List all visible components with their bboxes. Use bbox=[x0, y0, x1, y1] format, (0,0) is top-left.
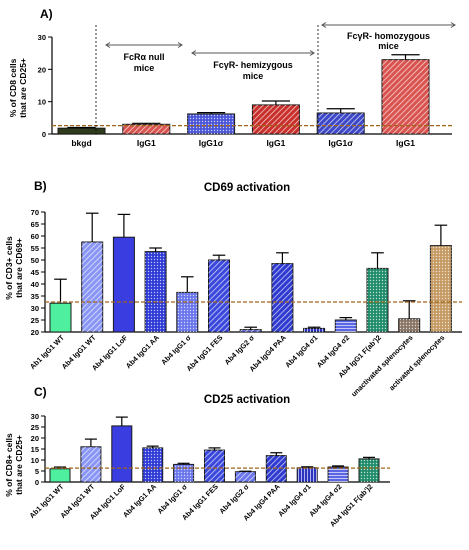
x-tick-label: IgG1 bbox=[266, 138, 285, 148]
bar-pattern bbox=[266, 455, 287, 482]
group-label: FcγR- hemizygous bbox=[213, 60, 293, 70]
bar bbox=[111, 425, 133, 483]
x-tick-label: IgG1 bbox=[396, 138, 415, 148]
y-tick-label: 0 bbox=[35, 478, 39, 487]
bar-pattern bbox=[430, 245, 452, 332]
group-label: mice bbox=[243, 71, 264, 81]
bar-pattern bbox=[398, 318, 420, 332]
y-tick-label: 25 bbox=[31, 423, 39, 432]
group-label: mice bbox=[134, 63, 155, 73]
y-tick-label: 15 bbox=[31, 445, 39, 454]
group-label: FcγR- homozygous bbox=[347, 31, 430, 41]
x-tick-label: Ab4 IgG1 AA bbox=[121, 482, 158, 519]
bar-pattern bbox=[208, 260, 230, 332]
y-tick-label: 35 bbox=[31, 292, 39, 301]
x-tick-label: bkgd bbox=[71, 138, 91, 148]
y-tick-label: 30 bbox=[31, 304, 39, 313]
panel-c-label: C) bbox=[34, 385, 47, 399]
bar-pattern bbox=[122, 124, 170, 134]
x-tick-label: Ab4 IgG4 σ1 bbox=[283, 333, 319, 369]
panel-c-title: CD25 activation bbox=[204, 394, 290, 406]
y-tick-label: 25 bbox=[31, 316, 39, 325]
y-tick-label: 30 bbox=[38, 33, 46, 42]
y-tick-label: 55 bbox=[31, 244, 39, 253]
bar-pattern bbox=[176, 292, 198, 332]
y-tick-label: 20 bbox=[38, 65, 46, 74]
y-tick-label: 10 bbox=[38, 98, 46, 107]
bar bbox=[49, 468, 71, 483]
panel-c: C) CD25 activation % of CD8+ cells that … bbox=[4, 385, 390, 529]
y-tick-label: 30 bbox=[31, 412, 39, 421]
y-tick-label: 40 bbox=[31, 280, 39, 289]
bar-pattern bbox=[80, 446, 101, 482]
group-bracket-arrow bbox=[450, 22, 456, 28]
group-bracket-arrow bbox=[191, 50, 197, 56]
bar-pattern bbox=[81, 242, 103, 332]
bar-pattern bbox=[297, 467, 318, 482]
x-tick-label: IgG1σ bbox=[328, 138, 353, 148]
y-tick-label: 20 bbox=[31, 328, 39, 337]
bar-pattern bbox=[187, 113, 235, 134]
bar-pattern bbox=[271, 263, 293, 332]
panel-a: A) % of CD8 cells that are CD25+ 0 10 20 30… bbox=[8, 7, 456, 148]
x-tick-label: Ab4 IgG1 AA bbox=[124, 333, 161, 370]
bar-pattern bbox=[303, 328, 325, 332]
y-tick-label: 20 bbox=[31, 434, 39, 443]
panel-a-ylabel-line-2: that are CD25+ bbox=[18, 58, 28, 118]
x-tick-label: activated splenocytes bbox=[387, 333, 446, 392]
x-tick-label: unactivated splenocytes bbox=[349, 333, 414, 398]
x-tick-label: Ab4 IgG1 σ bbox=[159, 333, 193, 367]
y-tick-label: 5 bbox=[35, 467, 39, 476]
bar bbox=[112, 236, 135, 333]
y-tick-label: 50 bbox=[31, 256, 39, 265]
x-tick-label: Ab4 IgG2 σ bbox=[223, 333, 257, 367]
y-tick-label: 45 bbox=[31, 268, 39, 277]
bar-pattern bbox=[328, 467, 349, 482]
group-label: mice bbox=[378, 41, 399, 51]
bar bbox=[57, 127, 106, 135]
bar-pattern bbox=[382, 59, 429, 135]
bar-pattern bbox=[142, 447, 163, 482]
bar-pattern bbox=[173, 464, 194, 482]
group-bracket-arrow bbox=[309, 50, 315, 56]
bar-pattern bbox=[317, 112, 365, 134]
x-tick-label: IgG1 bbox=[137, 138, 156, 148]
panel-a-label: A) bbox=[40, 7, 53, 21]
bar bbox=[49, 302, 72, 333]
panel-b-label: B) bbox=[34, 179, 47, 193]
panel-a-ylabel-line-1: % of CD8 cells bbox=[8, 58, 18, 117]
y-tick-label: 70 bbox=[31, 208, 39, 217]
bar-pattern bbox=[145, 251, 167, 332]
x-tick-label: IgG1σ bbox=[199, 138, 224, 148]
panel-c-ylabel-line-2: that are CD25+ bbox=[14, 435, 24, 495]
y-tick-label: 60 bbox=[31, 232, 39, 241]
y-tick-label: 0 bbox=[42, 130, 46, 139]
panel-b-ylabel-line-2: that are CD69+ bbox=[14, 238, 24, 298]
group-bracket-arrow bbox=[105, 42, 111, 48]
y-tick-label: 10 bbox=[31, 456, 39, 465]
group-bracket-arrow bbox=[177, 42, 183, 48]
panel-c-ylabel-line-1: % of CD8+ cells bbox=[4, 433, 14, 497]
group-bracket-arrow bbox=[321, 22, 327, 28]
bar-pattern bbox=[204, 450, 225, 482]
y-tick-label: 65 bbox=[31, 220, 39, 229]
bar-pattern bbox=[235, 471, 256, 482]
panel-b: B) CD69 activation % of CD3+ cells that … bbox=[4, 179, 462, 398]
group-label: FcRα null bbox=[123, 52, 164, 62]
panel-b-title: CD69 activation bbox=[204, 182, 290, 194]
bar-pattern bbox=[359, 458, 379, 482]
bar-pattern bbox=[335, 320, 357, 332]
bar-pattern bbox=[367, 268, 388, 332]
bar-pattern bbox=[252, 104, 300, 134]
panel-b-ylabel-line-1: % of CD3+ cells bbox=[4, 236, 14, 300]
bar-pattern bbox=[240, 329, 262, 332]
